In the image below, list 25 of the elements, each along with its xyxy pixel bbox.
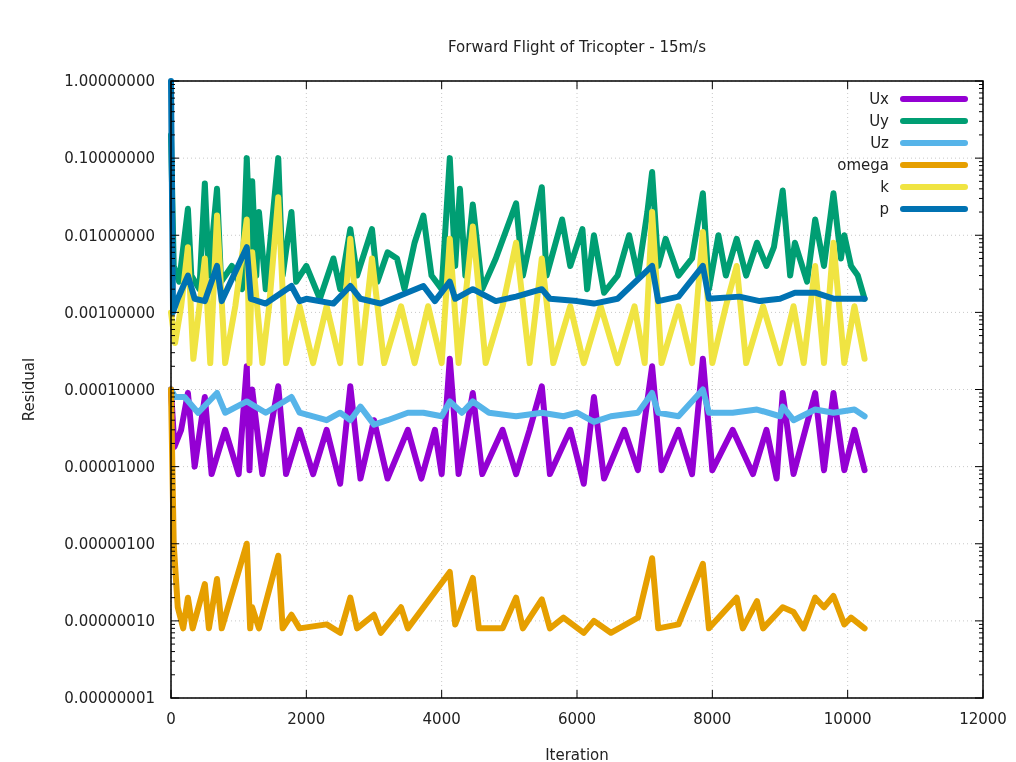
legend-label: omega (837, 156, 889, 175)
y-tick-label: 0.00000100 (64, 535, 155, 553)
y-tick-label: 0.00100000 (64, 303, 155, 322)
legend-label: k (880, 178, 890, 197)
legend-label: Ux (869, 90, 890, 109)
x-tick-label: 8000 (693, 710, 732, 728)
y-tick-label: 0.01000000 (64, 226, 155, 245)
x-axis-title: Iteration (545, 746, 609, 762)
y-tick-label: 0.00001000 (64, 457, 155, 476)
legend-label: p (879, 200, 889, 219)
y-tick-label: 0.00000001 (64, 689, 155, 708)
x-tick-label: 12000 (959, 710, 1007, 728)
y-tick-label: 0.10000000 (64, 149, 155, 168)
legend-label: Uy (869, 112, 890, 131)
y-tick-label: 1.00000000 (64, 72, 155, 91)
x-tick-label: 2000 (287, 710, 326, 728)
chart-title: Forward Flight of Tricopter - 15m/s (448, 38, 707, 56)
x-tick-label: 4000 (422, 710, 461, 728)
x-tick-label: 10000 (823, 710, 872, 728)
y-axis-title: Residual (20, 357, 38, 422)
y-tick-label: 0.00010000 (64, 380, 155, 399)
legend-label: Uz (870, 134, 890, 153)
y-tick-label: 0.00000010 (64, 612, 155, 631)
x-tick-label: 0 (166, 710, 176, 728)
x-tick-label: 6000 (557, 710, 597, 728)
